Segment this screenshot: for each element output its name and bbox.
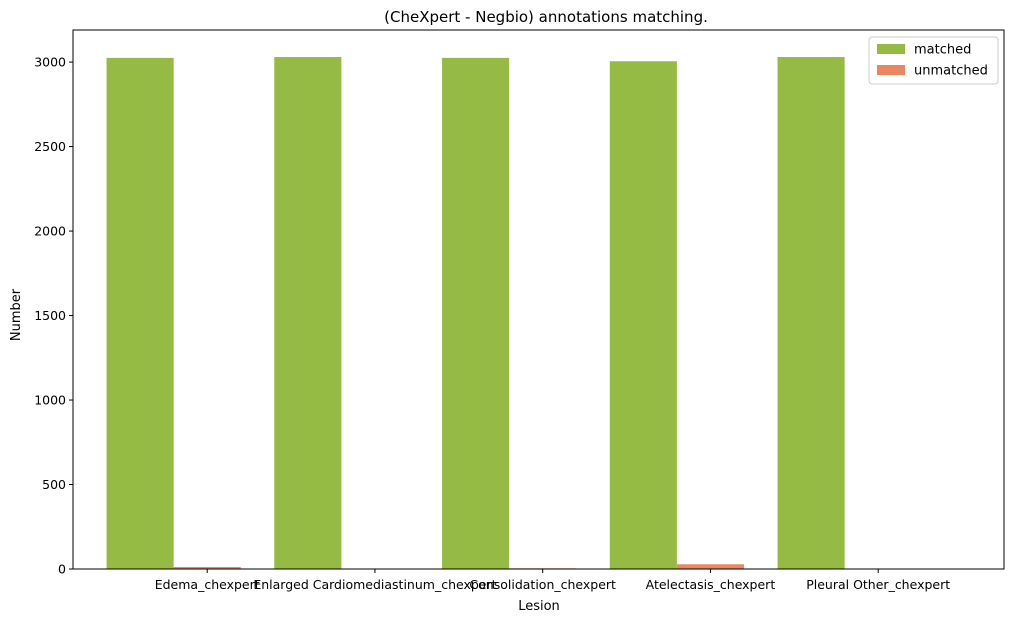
- bar-unmatched-0: [173, 566, 241, 569]
- y-tick-label-6: 3000: [34, 55, 66, 70]
- legend-label-matched: matched: [914, 43, 971, 58]
- y-tick-label-0: 0: [58, 562, 66, 577]
- x-tick-label-0: Edema_chexpert: [155, 577, 260, 592]
- x-axis-label: Lesion: [518, 599, 560, 614]
- bar-matched-0: [106, 57, 174, 570]
- x-tick-label-2: Consolidation_chexpert: [469, 577, 616, 592]
- bar-matched-1: [274, 57, 342, 569]
- y-tick-label-2: 1000: [34, 393, 66, 408]
- y-tick-label-4: 2000: [34, 224, 66, 239]
- bar-matched-4: [777, 57, 845, 569]
- y-axis-label: Number: [9, 288, 24, 341]
- chart-title: (CheXpert - Negbio) annotations matching…: [384, 8, 708, 26]
- y-axis: 0 500 1000 1500 2000 2500 3000: [34, 55, 73, 577]
- y-tick-label-5: 2500: [34, 139, 66, 154]
- plot-frame: [72, 29, 1005, 570]
- x-tick-label-4: Pleural Other_chexpert: [806, 577, 950, 592]
- x-tick-label-3: Atelectasis_chexpert: [646, 577, 776, 592]
- bar-unmatched-3: [676, 564, 744, 569]
- y-tick-label-3: 1500: [34, 308, 66, 323]
- legend-swatch-matched: [877, 44, 905, 54]
- legend-label-unmatched: unmatched: [914, 64, 988, 79]
- y-tick-label-1: 500: [42, 477, 66, 492]
- bars-group: [106, 57, 912, 570]
- x-tick-label-1: Enlarged Cardiomediastinum_chexpert: [253, 577, 496, 592]
- legend-swatch-unmatched: [877, 65, 905, 75]
- bar-matched-3: [609, 61, 677, 570]
- legend: matched unmatched: [868, 36, 999, 85]
- bar-matched-2: [442, 57, 510, 570]
